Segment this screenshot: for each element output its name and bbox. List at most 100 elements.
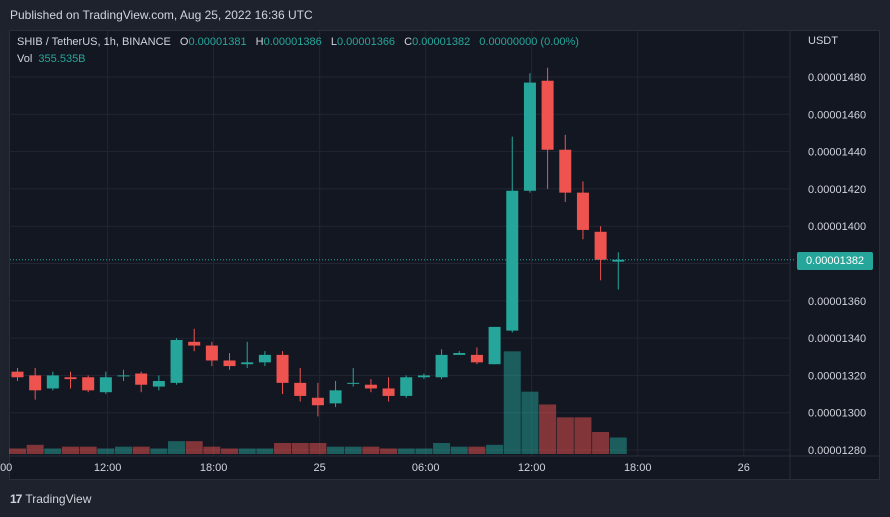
- chart-legend: SHIB / TetherUS, 1h, BINANCE O0.00001381…: [17, 36, 579, 48]
- candle-body: [576, 192, 589, 230]
- candle-body: [382, 388, 395, 396]
- y-tick-label: 0.00001400: [808, 221, 866, 233]
- candle-body: [311, 397, 324, 406]
- candle-body: [488, 326, 501, 365]
- y-tick-label: 0.00001320: [808, 370, 866, 382]
- currency-label: USDT: [808, 35, 838, 47]
- volume-bar: [168, 441, 186, 454]
- candle-body: [417, 375, 430, 378]
- y-axis-ticks: 0.00001480 0.00001460 0.00001440 0.00001420…: [808, 72, 866, 457]
- candle-body: [470, 354, 483, 363]
- candle-body: [46, 375, 59, 389]
- candle-body: [612, 259, 625, 262]
- volume-bar: [44, 448, 62, 454]
- volume-bar: [415, 448, 433, 454]
- volume-bar: [221, 448, 239, 454]
- volume-bar: [115, 446, 133, 454]
- candle-body: [506, 190, 519, 331]
- candle-body: [29, 375, 42, 391]
- y-tick-label: 0.00001340: [808, 333, 866, 345]
- volume-bar: [62, 446, 80, 454]
- volume-bar: [609, 437, 627, 454]
- candle-body: [523, 82, 536, 191]
- candle-body: [82, 377, 95, 391]
- candle-body: [64, 377, 77, 380]
- volume-bar: [539, 404, 557, 454]
- volume-bar: [380, 448, 398, 454]
- symbol-label: SHIB / TetherUS, 1h, BINANCE: [17, 36, 171, 48]
- close-value: 0.00001382: [412, 36, 471, 48]
- x-tick-label: 12:00: [94, 462, 122, 474]
- volume-bar: [185, 441, 203, 454]
- volume-bar: [256, 448, 274, 454]
- volume-bar: [238, 448, 256, 454]
- volume-bar: [79, 446, 97, 454]
- x-tick-label: 18:00: [624, 462, 652, 474]
- candle-body: [400, 377, 413, 396]
- y-tick-label: 0.00001280: [808, 445, 866, 457]
- volume-bars: [9, 351, 627, 454]
- volume-bar: [362, 446, 380, 454]
- candle-body: [152, 380, 165, 387]
- volume-bar: [150, 448, 168, 454]
- y-tick-label: 0.00001300: [808, 408, 866, 420]
- tradingview-logo[interactable]: 17 TradingView: [10, 492, 91, 506]
- chart-frame[interactable]: [9, 30, 880, 480]
- x-tick-label: 25: [314, 462, 326, 474]
- volume-bar: [592, 432, 610, 454]
- change-value: 0.00000000 (0.00%): [479, 36, 579, 48]
- volume-legend: Vol 355.535B: [17, 53, 86, 65]
- candle-body: [453, 353, 466, 355]
- low-label: L: [330, 36, 337, 48]
- candle-body: [241, 362, 254, 365]
- candles: [11, 67, 625, 417]
- volume-bar: [344, 446, 362, 454]
- y-tick-label: 0.00001480: [808, 72, 866, 84]
- volume-bar: [327, 446, 345, 454]
- volume-label: Vol: [17, 53, 33, 65]
- candle-body: [329, 390, 342, 404]
- candle-body: [135, 373, 148, 385]
- volume-bar: [26, 444, 44, 454]
- high-label: H: [255, 36, 264, 48]
- volume-bar: [503, 351, 521, 454]
- low-value: 0.00001366: [336, 36, 396, 48]
- volume-value: 355.535B: [38, 53, 86, 65]
- candle-body: [258, 354, 271, 363]
- volume-bar: [433, 443, 451, 454]
- volume-bar: [574, 417, 592, 454]
- close-label: C: [404, 36, 413, 48]
- volume-bar: [309, 443, 327, 454]
- volume-bar: [9, 448, 26, 454]
- candle-body: [541, 80, 554, 150]
- volume-bar: [468, 446, 486, 454]
- volume-bar: [291, 443, 309, 454]
- volume-bar: [97, 448, 115, 454]
- grid-lines: [1, 31, 880, 480]
- x-tick-label: 06:00: [412, 462, 440, 474]
- volume-bar: [203, 446, 221, 454]
- volume-bar: [486, 444, 504, 454]
- candle-body: [117, 375, 130, 377]
- volume-bar: [450, 446, 468, 454]
- volume-bar: [556, 417, 574, 454]
- volume-bar: [397, 448, 415, 454]
- brand-name: TradingView: [25, 492, 92, 506]
- x-tick-label: 18:00: [200, 462, 228, 474]
- y-tick-label: 0.00001360: [808, 296, 866, 308]
- y-tick-label: 0.00001420: [808, 184, 866, 196]
- published-caption: Published on TradingView.com, Aug 25, 20…: [10, 8, 313, 22]
- candle-body: [347, 382, 360, 384]
- x-axis-ticks: 6:00 12:00 18:00 25 06:00 12:00 18:00 26: [0, 462, 750, 474]
- candle-body: [276, 354, 289, 383]
- candle-body: [170, 339, 183, 383]
- candle-body: [11, 371, 24, 378]
- candle-body: [205, 345, 218, 361]
- volume-bar: [274, 443, 292, 454]
- candle-body: [294, 382, 307, 396]
- y-tick-label: 0.00001440: [808, 147, 866, 159]
- tradingview-mark-icon: 17: [10, 492, 22, 506]
- x-tick-label: 26: [738, 462, 750, 474]
- candle-body: [99, 377, 112, 393]
